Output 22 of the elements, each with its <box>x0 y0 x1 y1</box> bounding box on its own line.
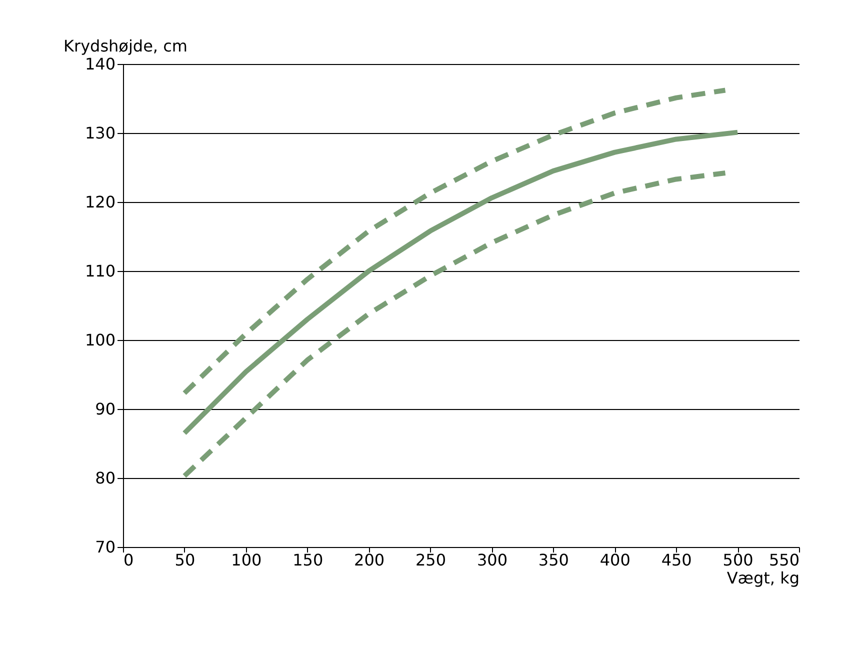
x-tick-label: 300 <box>476 550 508 570</box>
y-tick-label: 90 <box>95 400 116 418</box>
y-tick-label: 130 <box>84 124 116 142</box>
x-tick-label: 350 <box>538 550 569 570</box>
x-tick-label: 500 <box>722 550 754 570</box>
x-tick-label: 100 <box>231 550 262 570</box>
y-tick-label: 80 <box>95 468 116 488</box>
y-tick-label: 120 <box>84 192 116 212</box>
y-axis-title: Krydshøjde, cm <box>64 36 188 56</box>
x-tick-label: 250 <box>416 550 446 570</box>
x-tick-label: 450 <box>661 550 692 570</box>
y-tick-label: 70 <box>95 538 116 556</box>
x-tick-label: 400 <box>600 550 630 570</box>
y-tick-label: 100 <box>84 330 116 350</box>
y-tick-label: 110 <box>84 262 116 280</box>
x-tick-label: 200 <box>354 550 385 570</box>
x-tick-label: 150 <box>292 550 324 570</box>
x-tick-label: 0 <box>124 550 134 570</box>
x-axis-title: Vægt, kg <box>726 568 800 588</box>
x-tick-label: 50 <box>174 550 196 570</box>
y-tick-label: 140 <box>84 54 116 74</box>
x-tick-label: 550 <box>768 550 800 570</box>
